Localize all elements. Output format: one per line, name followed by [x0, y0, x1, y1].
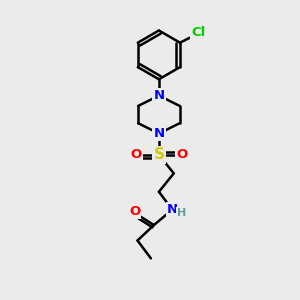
Text: O: O: [129, 205, 140, 218]
Text: O: O: [176, 148, 188, 161]
Text: N: N: [153, 89, 164, 102]
Text: O: O: [130, 148, 142, 161]
Text: S: S: [153, 147, 164, 162]
Text: Cl: Cl: [191, 26, 206, 38]
Text: H: H: [177, 208, 186, 218]
Text: N: N: [153, 127, 164, 140]
Text: N: N: [167, 203, 178, 216]
